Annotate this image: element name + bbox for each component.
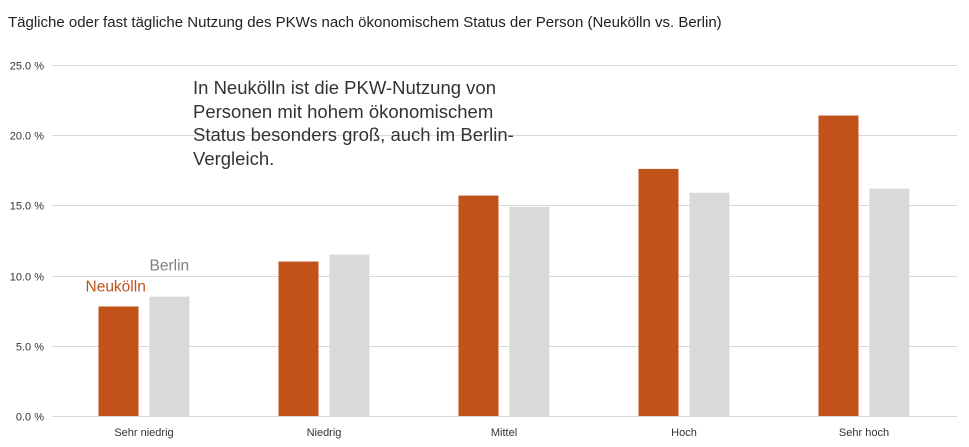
bar-berlin xyxy=(149,296,190,416)
bar-neukoelln xyxy=(98,306,139,416)
y-tick-label: 15.0 % xyxy=(10,201,44,213)
bar-neukoelln xyxy=(458,195,499,416)
annotation-line: Vergleich. xyxy=(193,147,275,169)
bar-neukoelln xyxy=(278,261,319,416)
x-tick-label: Sehr hoch xyxy=(839,427,889,439)
series-label-neukoelln: Neukölln xyxy=(86,278,146,295)
annotation-line: Status besonders groß, auch im Berlin- xyxy=(193,124,514,145)
annotation-line: In Neukölln ist die PKW-Nutzung von xyxy=(193,77,497,98)
x-tick-label: Mittel xyxy=(491,427,517,439)
y-tick-label: 10.0 % xyxy=(10,272,44,284)
annotation-line: Personen mit hohem ökonomischem xyxy=(193,100,494,122)
x-axis-tick-labels: Sehr niedrig Niedrig Mittel Hoch Sehr hoch xyxy=(114,427,889,439)
bar-berlin xyxy=(509,206,550,416)
chart-title: Tägliche oder fast tägliche Nutzung des … xyxy=(8,14,722,31)
y-axis-tick-labels: 0.0 % 5.0 % 10.0 % 15.0 % 20.0 % 25.0 % xyxy=(10,61,44,424)
x-tick-label: Sehr niedrig xyxy=(114,427,173,439)
bar-neukoelln xyxy=(638,168,679,416)
bar-berlin xyxy=(329,254,370,416)
chart-annotation: In Neukölln ist die PKW-Nutzung von Perso… xyxy=(193,76,523,170)
bar-berlin xyxy=(689,192,730,416)
y-tick-label: 5.0 % xyxy=(16,342,44,354)
bars xyxy=(98,115,910,416)
y-tick-label: 25.0 % xyxy=(10,61,44,73)
series-label-berlin: Berlin xyxy=(150,258,190,275)
x-tick-label: Niedrig xyxy=(307,427,342,439)
y-tick-label: 0.0 % xyxy=(16,412,44,424)
x-tick-label: Hoch xyxy=(671,427,697,439)
gridlines xyxy=(52,65,957,417)
y-tick-label: 20.0 % xyxy=(10,131,44,143)
bar-berlin xyxy=(869,188,910,416)
bar-neukoelln xyxy=(818,115,859,416)
